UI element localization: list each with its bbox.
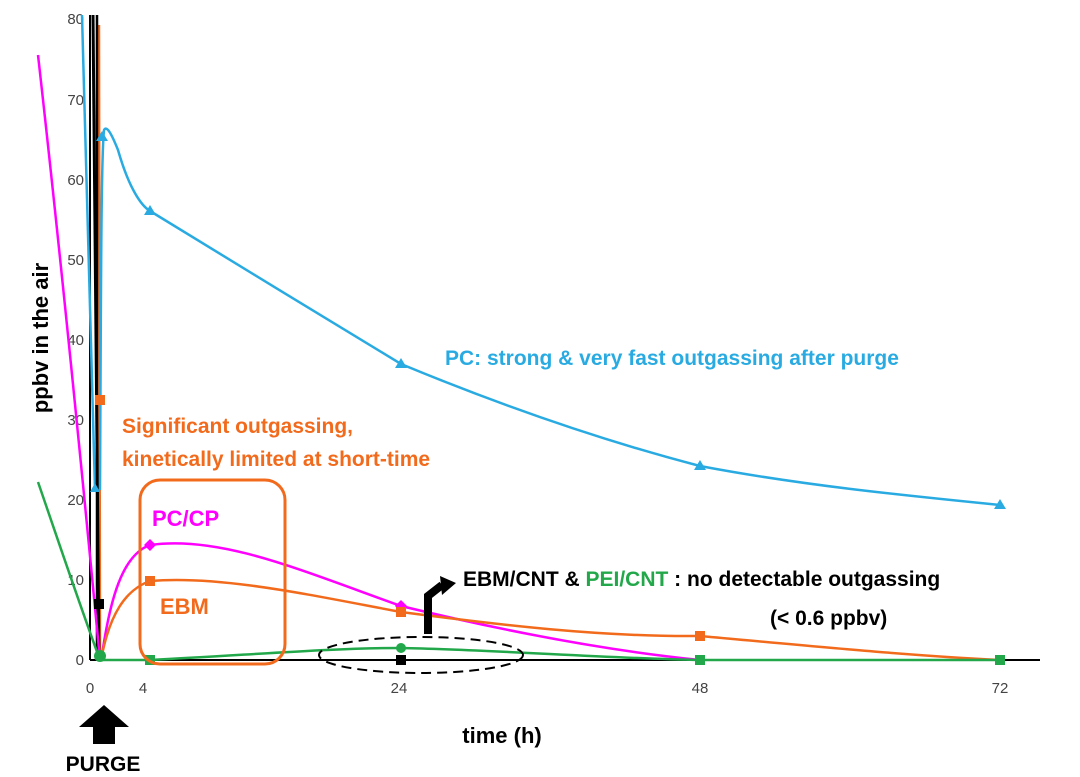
series-curves bbox=[36, 14, 1001, 662]
ebm-marker bbox=[145, 576, 155, 586]
peicnt-marker bbox=[396, 643, 406, 653]
x-tick-labels: 0 4 24 48 72 bbox=[86, 680, 1009, 697]
curve-pc bbox=[98, 127, 1001, 507]
pccp-label: PC/CP bbox=[152, 506, 219, 531]
x-tick-label: 48 bbox=[692, 680, 709, 697]
pccp-marker bbox=[144, 539, 156, 551]
ebm-marker bbox=[695, 631, 705, 641]
no-detect-part3: : no detectable outgassing bbox=[668, 568, 940, 591]
y-tick-label: 40 bbox=[67, 332, 84, 349]
purge-arrow-icon bbox=[79, 705, 129, 744]
pc-marker bbox=[395, 358, 407, 368]
y-tick-label: 20 bbox=[67, 492, 84, 509]
no-detect-part2: PEI/CNT bbox=[586, 568, 669, 591]
y-tick-label: 60 bbox=[67, 172, 84, 189]
pc-marker bbox=[144, 205, 156, 215]
ebm-label: EBM bbox=[160, 594, 209, 619]
purge-label: PURGE bbox=[66, 753, 141, 776]
y-tick-label: 50 bbox=[67, 252, 84, 269]
x-tick-label: 72 bbox=[992, 680, 1009, 697]
no-detect-annotation: EBM/CNT & PEI/CNT : no detectable outgas… bbox=[463, 568, 940, 591]
ebmcnt-marker bbox=[396, 655, 406, 665]
bent-arrow-head bbox=[440, 576, 456, 595]
ebmcnt-marker bbox=[94, 599, 104, 609]
pc-annotation: PC: strong & very fast outgassing after … bbox=[445, 347, 899, 370]
ebm-marker bbox=[396, 607, 406, 617]
no-detect-part1: EBM/CNT & bbox=[463, 568, 586, 591]
y-axis-title: ppbv in the air bbox=[28, 262, 53, 413]
curve-pccp-left bbox=[36, 54, 102, 661]
spike-black-1 bbox=[91, 14, 101, 661]
no-outgassing-ellipse bbox=[318, 636, 524, 674]
y-tick-label: 80 bbox=[67, 11, 84, 28]
y-tick-label: 70 bbox=[67, 92, 84, 109]
x-axis-title: time (h) bbox=[462, 723, 541, 748]
x-tick-label: 24 bbox=[391, 680, 408, 697]
pc-marker bbox=[90, 483, 100, 492]
pccp-ebm-box bbox=[138, 478, 287, 666]
ebm-marker bbox=[95, 395, 105, 405]
pc-marker bbox=[994, 499, 1006, 509]
x-tick-label: 4 bbox=[139, 680, 147, 697]
significant-line2: kinetically limited at short-time bbox=[122, 448, 430, 471]
peicnt-marker bbox=[94, 650, 106, 662]
y-tick-labels: 0 10 20 30 40 50 60 70 80 bbox=[67, 11, 84, 669]
bent-arrow-icon bbox=[424, 581, 445, 634]
x-tick-label: 0 bbox=[86, 680, 94, 697]
no-detect-line2: (< 0.6 ppbv) bbox=[770, 607, 887, 630]
curve-pccp bbox=[100, 542, 701, 662]
peicnt-marker bbox=[995, 655, 1005, 665]
peicnt-marker bbox=[695, 655, 705, 665]
pc-marker bbox=[694, 460, 706, 470]
significant-line1: Significant outgassing, bbox=[122, 415, 353, 438]
y-tick-label: 0 bbox=[76, 652, 84, 669]
spike-pc bbox=[80, 14, 97, 491]
curve-peicnt-left bbox=[36, 481, 102, 661]
pc-marker bbox=[96, 131, 108, 141]
